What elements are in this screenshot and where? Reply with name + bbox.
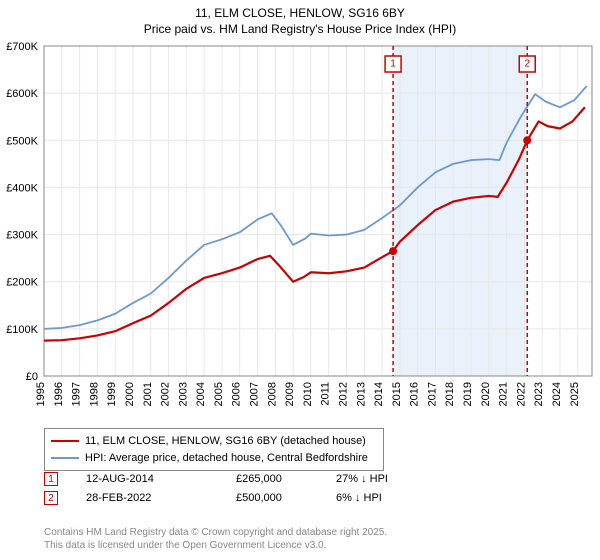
x-tick-label: 2014 bbox=[373, 382, 385, 406]
x-tick-label: 2025 bbox=[569, 382, 581, 406]
legend-swatch bbox=[51, 457, 79, 459]
sale-marker-dot bbox=[523, 136, 531, 144]
legend-label: 11, ELM CLOSE, HENLOW, SG16 6BY (detache… bbox=[85, 433, 366, 450]
x-tick-label: 2007 bbox=[249, 382, 261, 406]
x-tick-label: 2020 bbox=[480, 382, 492, 406]
x-tick-label: 2013 bbox=[355, 382, 367, 406]
sales-table: 1 12-AUG-2014£265,00027% ↓ HPI 2 28-FEB-202… bbox=[44, 472, 584, 510]
x-tick-label: 2018 bbox=[444, 382, 456, 406]
sale-hpi: 6% ↓ HPI bbox=[336, 492, 436, 504]
x-tick-label: 2010 bbox=[302, 382, 314, 406]
x-tick-label: 2002 bbox=[160, 382, 172, 406]
legend-label: HPI: Average price, detached house, Cent… bbox=[85, 450, 368, 467]
sale-row: 2 28-FEB-2022£500,0006% ↓ HPI bbox=[44, 491, 584, 505]
y-tick-label: £100K bbox=[6, 324, 38, 336]
legend-row: HPI: Average price, detached house, Cent… bbox=[51, 450, 377, 467]
chart-area: £0 £100K £200K £300K £400K £500K £600K £700K 199… bbox=[0, 40, 600, 420]
chart-container: 11, ELM CLOSE, HENLOW, SG16 6BY Price pa… bbox=[0, 0, 600, 560]
sale-price: £500,000 bbox=[236, 492, 336, 504]
x-tick-label: 2009 bbox=[284, 382, 296, 406]
y-tick-label: £400K bbox=[6, 182, 38, 194]
x-tick-label: 1995 bbox=[35, 382, 47, 406]
x-tick-label: 2001 bbox=[142, 382, 154, 406]
x-tick-label: 2023 bbox=[533, 382, 545, 406]
x-tick-label: 2024 bbox=[551, 382, 563, 406]
footer-line-2: This data is licensed under the Open Gov… bbox=[44, 539, 387, 552]
legend-swatch bbox=[51, 440, 79, 442]
title-line-1: 11, ELM CLOSE, HENLOW, SG16 6BY bbox=[0, 6, 600, 22]
sale-date: 28-FEB-2022 bbox=[86, 492, 236, 504]
y-tick-label: £200K bbox=[6, 277, 38, 289]
footer-line-1: Contains HM Land Registry data © Crown c… bbox=[44, 526, 387, 539]
title-line-2: Price paid vs. HM Land Registry's House … bbox=[0, 22, 600, 38]
x-tick-label: 2000 bbox=[124, 382, 136, 406]
x-tick-label: 2016 bbox=[409, 382, 421, 406]
sale-row: 1 12-AUG-2014£265,00027% ↓ HPI bbox=[44, 472, 584, 486]
chart-svg: £0 £100K £200K £300K £400K £500K £600K £700K 199… bbox=[0, 40, 600, 420]
sale-date: 12-AUG-2014 bbox=[86, 473, 236, 485]
x-tick-label: 1997 bbox=[71, 382, 83, 406]
x-tick-label: 2017 bbox=[426, 382, 438, 406]
footer-attribution: Contains HM Land Registry data © Crown c… bbox=[44, 526, 387, 552]
x-tick-label: 1999 bbox=[106, 382, 118, 406]
sale-marker-icon: 1 bbox=[44, 472, 58, 486]
sale-marker-icon: 2 bbox=[44, 491, 58, 505]
y-tick-label: £500K bbox=[6, 135, 38, 147]
legend-box: 11, ELM CLOSE, HENLOW, SG16 6BY (detache… bbox=[44, 428, 384, 471]
legend-row: 11, ELM CLOSE, HENLOW, SG16 6BY (detache… bbox=[51, 433, 377, 450]
shade-band bbox=[393, 46, 527, 376]
sale-hpi: 27% ↓ HPI bbox=[336, 473, 436, 485]
y-tick-label: £0 bbox=[26, 371, 38, 383]
sale-marker-dot bbox=[389, 247, 397, 255]
x-tick-label: 2015 bbox=[391, 382, 403, 406]
title-block: 11, ELM CLOSE, HENLOW, SG16 6BY Price pa… bbox=[0, 0, 600, 39]
x-tick-label: 2011 bbox=[320, 382, 332, 406]
x-tick-label: 2019 bbox=[462, 382, 474, 406]
y-tick-label: £700K bbox=[6, 41, 38, 53]
x-tick-label: 1998 bbox=[88, 382, 100, 406]
x-tick-label: 2003 bbox=[177, 382, 189, 406]
x-tick-label: 2012 bbox=[337, 382, 349, 406]
x-tick-label: 2021 bbox=[498, 382, 510, 406]
x-tick-label: 2005 bbox=[213, 382, 225, 406]
x-tick-label: 2006 bbox=[231, 382, 243, 406]
x-tick-label: 1996 bbox=[53, 382, 65, 406]
sale-marker-num: 2 bbox=[524, 59, 530, 70]
x-tick-label: 2008 bbox=[266, 382, 278, 406]
x-tick-label: 2022 bbox=[515, 382, 527, 406]
x-tick-label: 2004 bbox=[195, 382, 207, 406]
sale-price: £265,000 bbox=[236, 473, 336, 485]
y-tick-label: £300K bbox=[6, 230, 38, 242]
y-tick-label: £600K bbox=[6, 88, 38, 100]
sale-marker-num: 1 bbox=[390, 59, 396, 70]
